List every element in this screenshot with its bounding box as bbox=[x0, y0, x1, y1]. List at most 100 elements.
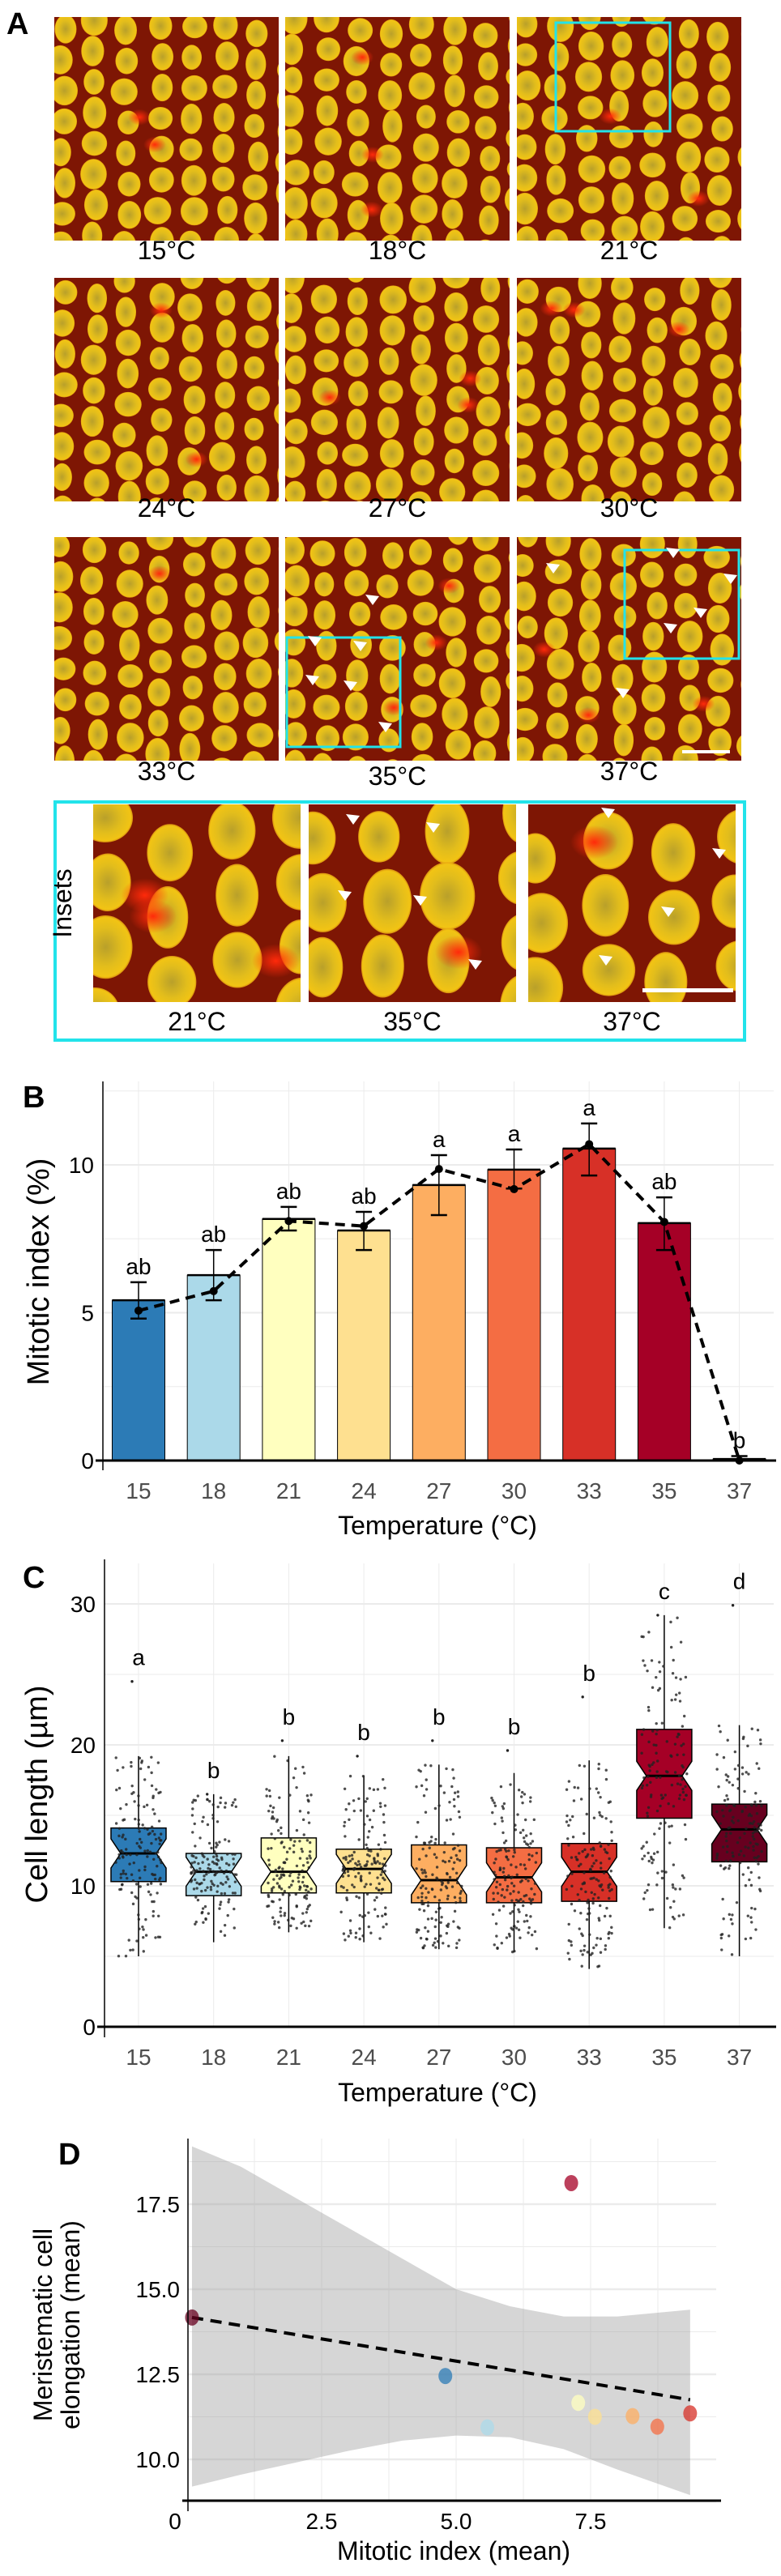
nucleus bbox=[678, 237, 694, 241]
data-point bbox=[191, 1831, 194, 1834]
y-axis-title: Cell length (µm) bbox=[20, 1686, 54, 1904]
data-point bbox=[511, 1910, 514, 1913]
data-point bbox=[154, 1852, 158, 1855]
data-point bbox=[289, 1883, 293, 1887]
nucleus bbox=[285, 388, 301, 413]
mitotic-figure bbox=[351, 49, 374, 66]
nucleus bbox=[244, 202, 267, 234]
data-point bbox=[153, 1873, 157, 1877]
nucleus bbox=[285, 689, 306, 719]
data-point bbox=[608, 1883, 612, 1886]
data-point bbox=[738, 1861, 742, 1865]
nucleus bbox=[314, 17, 339, 33]
data-point bbox=[754, 1792, 758, 1795]
data-point bbox=[378, 1802, 382, 1805]
nucleus bbox=[509, 462, 510, 470]
data-point bbox=[715, 1768, 719, 1771]
data-point bbox=[382, 1926, 385, 1929]
data-point bbox=[378, 1888, 381, 1892]
nucleus bbox=[271, 804, 301, 849]
data-point bbox=[372, 1788, 376, 1792]
nucleus bbox=[642, 621, 664, 651]
data-point bbox=[273, 1920, 276, 1923]
data-point bbox=[758, 1876, 761, 1879]
data-point bbox=[731, 1913, 734, 1917]
nucleus bbox=[54, 279, 78, 305]
nucleus bbox=[480, 175, 501, 203]
data-point bbox=[361, 1934, 365, 1938]
nucleus bbox=[472, 459, 500, 487]
data-point bbox=[219, 1796, 223, 1800]
data-point bbox=[433, 1841, 437, 1845]
data-point bbox=[190, 1880, 193, 1883]
nucleus bbox=[148, 106, 173, 130]
x-tick-label: 15 bbox=[126, 2045, 151, 2070]
nucleus bbox=[316, 218, 339, 241]
data-point bbox=[648, 1908, 652, 1912]
data-point bbox=[203, 1904, 207, 1909]
data-point bbox=[276, 1829, 280, 1832]
nucleus bbox=[347, 109, 369, 137]
nucleus bbox=[152, 43, 174, 70]
nucleus bbox=[147, 956, 197, 1002]
nucleus bbox=[705, 210, 732, 233]
nucleus bbox=[216, 289, 236, 316]
data-point bbox=[378, 1862, 382, 1866]
data-point bbox=[527, 1931, 530, 1934]
data-point bbox=[219, 1900, 223, 1904]
data-point bbox=[493, 1870, 496, 1874]
data-point bbox=[295, 1864, 299, 1868]
data-point bbox=[647, 1775, 650, 1778]
data-point bbox=[677, 1774, 681, 1777]
nucleus bbox=[612, 31, 633, 58]
data-point bbox=[359, 1877, 363, 1880]
data-point bbox=[278, 1796, 281, 1799]
nucleus bbox=[278, 378, 279, 388]
data-point bbox=[659, 1793, 664, 1797]
data-point bbox=[192, 1798, 195, 1802]
nucleus bbox=[216, 864, 259, 927]
data-point bbox=[645, 1840, 648, 1844]
nucleus bbox=[707, 572, 732, 604]
data-point bbox=[672, 1863, 676, 1866]
data-point bbox=[501, 1904, 506, 1908]
nucleus bbox=[412, 163, 438, 194]
data-point bbox=[658, 1661, 661, 1664]
data-point bbox=[223, 1891, 227, 1896]
data-point bbox=[379, 1805, 382, 1808]
mitotic-figure bbox=[437, 578, 461, 595]
data-point bbox=[233, 1853, 237, 1856]
data-point bbox=[224, 1869, 228, 1873]
data-point bbox=[458, 1859, 462, 1862]
data-point bbox=[297, 1873, 301, 1876]
nucleus bbox=[317, 441, 339, 465]
data-point bbox=[272, 1878, 275, 1881]
nucleus bbox=[54, 45, 73, 75]
data-point bbox=[348, 1919, 352, 1922]
nucleus bbox=[480, 146, 501, 172]
data-point bbox=[368, 1854, 371, 1857]
nucleus bbox=[581, 360, 604, 391]
data-point bbox=[455, 1871, 459, 1875]
nucleus bbox=[182, 17, 207, 39]
data-point bbox=[341, 1874, 345, 1879]
nucleus bbox=[378, 728, 399, 753]
inset-region-box bbox=[285, 636, 402, 748]
nucleus bbox=[608, 156, 631, 180]
nucleus bbox=[508, 552, 510, 563]
data-point bbox=[510, 1863, 513, 1866]
data-point bbox=[501, 1819, 504, 1823]
data-point bbox=[307, 1799, 310, 1803]
nucleus bbox=[147, 824, 194, 882]
data-point bbox=[352, 1885, 356, 1889]
data-point bbox=[281, 1867, 284, 1870]
data-point bbox=[425, 1874, 428, 1879]
data-point bbox=[220, 1882, 223, 1885]
data-point bbox=[650, 1659, 654, 1662]
mitotic-figure bbox=[459, 370, 482, 387]
data-point bbox=[381, 1862, 385, 1866]
nucleus bbox=[112, 600, 139, 629]
data-point bbox=[435, 1876, 438, 1879]
mean-point bbox=[585, 1140, 594, 1149]
data-point bbox=[365, 1846, 369, 1850]
